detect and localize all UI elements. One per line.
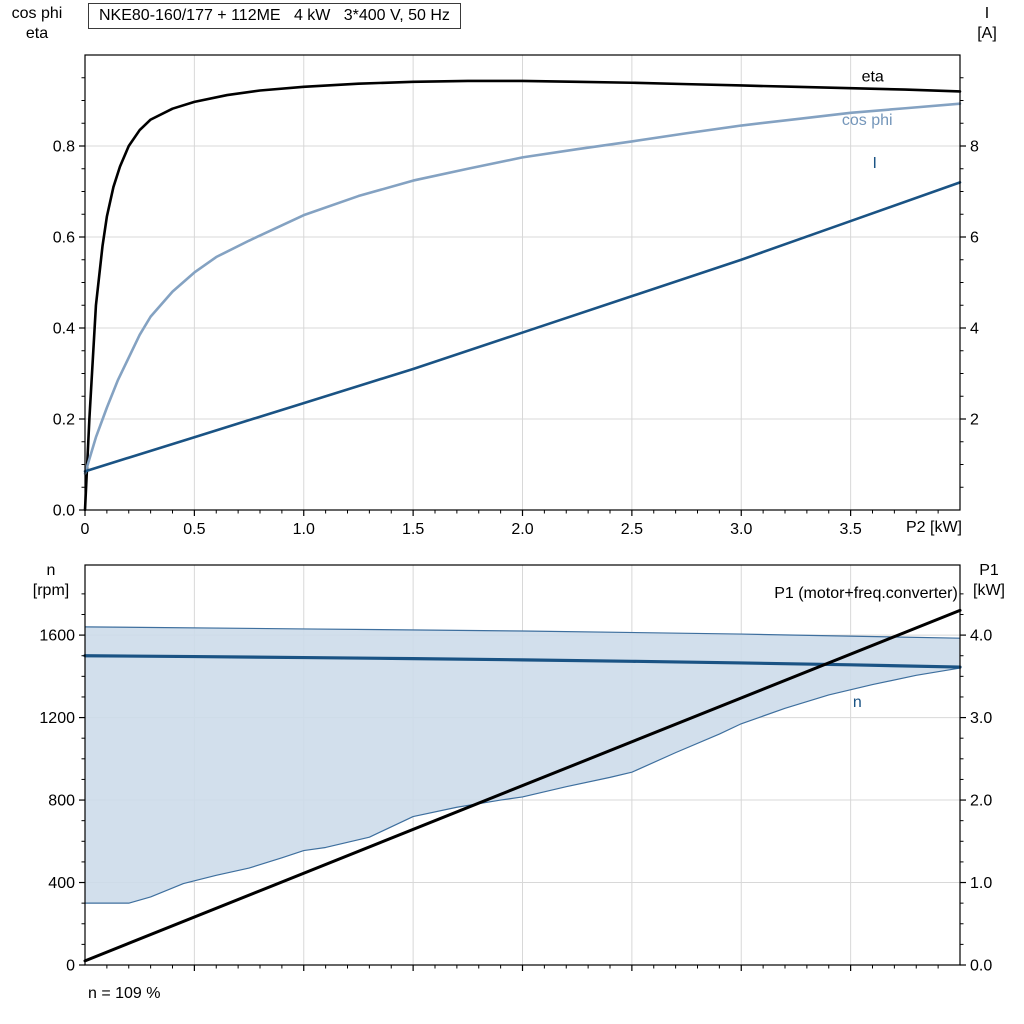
band-lower-boundary [85, 667, 961, 904]
x-tick-label: 1.0 [293, 521, 315, 538]
y-left-tick-label: 0.8 [53, 139, 75, 156]
band-upper-boundary [84, 626, 961, 639]
y-right-tick-label: 3.0 [970, 710, 992, 727]
series-label-i: I [873, 155, 877, 172]
y-left-tick-label: 1600 [39, 628, 75, 645]
series-line-p1-motor-freq-converter [83, 608, 962, 963]
x-axis-label: P2 [kW] [905, 519, 962, 536]
y-left-tick-label: 0 [66, 958, 75, 975]
y-right-tick-label: 2.0 [970, 793, 992, 810]
left-axis-title-line2: eta [25, 25, 49, 42]
rpm-axis-title-line2: [rpm] [32, 582, 70, 599]
y-right-tick-label: 6 [970, 230, 979, 247]
top-right-axis-title: I [A] [962, 4, 1012, 44]
y-left-tick-label: 0.6 [53, 230, 75, 247]
series-label-eta: eta [862, 68, 884, 85]
y-left-tick-label: 400 [48, 875, 75, 892]
series-line-cos-phi [83, 102, 962, 475]
left-axis-title-line1: cos phi [11, 5, 63, 22]
right-axis-title-line2: [A] [977, 25, 997, 42]
y-left-tick-label: 0.0 [53, 503, 75, 520]
series-label-cos-phi: cos phi [842, 112, 893, 129]
x-tick-label: 0.5 [183, 521, 205, 538]
y-left-tick-label: 0.2 [53, 412, 75, 429]
series-label-p1-motor-freq-converter: P1 (motor+freq.converter) [774, 585, 958, 602]
x-tick-label: 1.5 [402, 521, 424, 538]
bottom-right-axis-title: P1 [kW] [962, 561, 1016, 601]
series-line-eta [83, 79, 962, 512]
top-left-axis-title: cos phi eta [4, 4, 70, 44]
bottom-left-axis-title: n [rpm] [20, 561, 82, 601]
speed-range-band [85, 626, 960, 904]
x-tick-label: 0 [81, 521, 90, 538]
y-right-tick-label: 4 [970, 321, 979, 338]
y-right-tick-label: 2 [970, 412, 979, 429]
y-right-tick-label: 8 [970, 139, 979, 156]
p1-axis-title-line2: [kW] [973, 582, 1005, 599]
series-line-i [83, 181, 962, 473]
p1-axis-title-line1: P1 [979, 562, 999, 579]
x-tick-label: 3.0 [730, 521, 752, 538]
right-axis-title-line1: I [984, 5, 990, 22]
y-left-tick-label: 0.4 [53, 321, 75, 338]
y-left-tick-label: 1200 [39, 710, 75, 727]
y-right-tick-label: 1.0 [970, 875, 992, 892]
y-right-tick-label: 0.0 [970, 958, 992, 975]
chart-title-box: NKE80-160/177 + 112ME 4 kW 3*400 V, 50 H… [88, 3, 461, 29]
y-right-tick-label: 4.0 [970, 628, 992, 645]
x-tick-label: 2.0 [511, 521, 533, 538]
series-label-n: n [853, 694, 862, 711]
x-tick-label: 3.5 [840, 521, 862, 538]
series-line-n [83, 654, 962, 669]
rpm-axis-title-line1: n [46, 562, 56, 579]
speed-note: n = 109 % [88, 985, 161, 1002]
y-left-tick-label: 800 [48, 793, 75, 810]
x-tick-label: 2.5 [621, 521, 643, 538]
